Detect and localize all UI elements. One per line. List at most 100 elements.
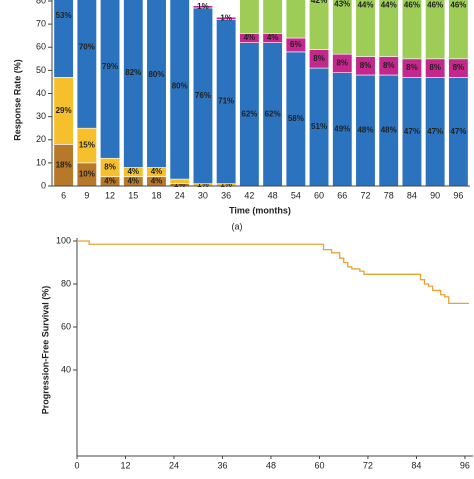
value-label: 1% xyxy=(174,180,186,189)
value-label: 46% xyxy=(427,1,443,10)
bar-segment xyxy=(425,0,446,60)
x-tick-label: 72 xyxy=(363,460,373,470)
value-label: 8% xyxy=(313,54,325,63)
bar-segment xyxy=(192,5,213,9)
bar-segment xyxy=(169,178,190,184)
y-axis-title: Progression-Free Survival (%) xyxy=(40,286,50,415)
x-tick-label: 15 xyxy=(128,190,138,200)
y-tick-label: 0 xyxy=(41,180,46,190)
x-tick-label: 78 xyxy=(384,190,394,200)
value-label: 43% xyxy=(334,0,350,9)
x-tick-label: 54 xyxy=(291,190,301,200)
y-tick-label: 60 xyxy=(36,42,46,52)
x-tick-label: 9 xyxy=(84,190,89,200)
value-label: 70% xyxy=(79,42,95,51)
value-label: 51% xyxy=(311,122,327,131)
y-tick-label: 80 xyxy=(61,278,71,288)
bar-segment xyxy=(309,0,330,50)
value-label: 47% xyxy=(450,127,466,136)
x-tick-label: 96 xyxy=(453,190,463,200)
value-label: 44% xyxy=(381,1,397,10)
survival-line xyxy=(77,240,469,304)
value-label: 80% xyxy=(148,70,164,79)
bar-segment xyxy=(123,0,144,168)
value-label: 71% xyxy=(218,97,234,106)
bar-segment xyxy=(76,0,97,129)
value-label: 8% xyxy=(406,63,418,72)
x-tick-label: 84 xyxy=(407,190,417,200)
bar-segment xyxy=(239,0,260,34)
x-tick-label: 60 xyxy=(314,190,324,200)
value-label: 8% xyxy=(360,61,372,70)
value-label: 4% xyxy=(151,176,163,185)
value-label: 62% xyxy=(265,109,281,118)
y-tick-label: 70 xyxy=(36,19,46,29)
bar-segment xyxy=(332,0,353,55)
x-tick-label: 42 xyxy=(244,190,254,200)
x-tick-label: 6 xyxy=(61,190,66,200)
value-label: 8% xyxy=(336,59,348,68)
y-tick-label: 50 xyxy=(36,65,46,75)
value-label: 42% xyxy=(311,0,327,5)
value-label: 4% xyxy=(244,33,256,42)
value-label: 4% xyxy=(267,33,279,42)
x-tick-label: 66 xyxy=(337,190,347,200)
bar-segment xyxy=(146,0,167,168)
y-tick-label: 40 xyxy=(36,88,46,98)
bar-segment xyxy=(401,0,422,60)
value-label: 1% xyxy=(197,180,209,189)
x-tick-label: 72 xyxy=(360,190,370,200)
bar-segment xyxy=(378,0,399,57)
value-label: 53% xyxy=(56,11,72,20)
value-label: 4% xyxy=(127,176,139,185)
value-label: 6% xyxy=(290,40,302,49)
value-label: 47% xyxy=(427,127,443,136)
bar-segment xyxy=(169,0,190,180)
value-label: 44% xyxy=(357,1,373,10)
value-label: 29% xyxy=(56,106,72,115)
y-tick-label: 10 xyxy=(36,157,46,167)
bar-segment xyxy=(100,0,121,159)
value-label: 8% xyxy=(429,63,441,72)
y-tick-label: 40 xyxy=(61,364,71,374)
x-tick-label: 36 xyxy=(217,460,227,470)
value-label: 80% xyxy=(172,82,188,91)
x-tick-label: 36 xyxy=(221,190,231,200)
y-tick-label: 100 xyxy=(56,235,71,245)
value-label: 58% xyxy=(288,114,304,123)
value-label: 48% xyxy=(381,126,397,135)
x-tick-label: 84 xyxy=(411,460,421,470)
x-tick-label: 12 xyxy=(105,190,115,200)
bar-segment xyxy=(448,0,469,60)
value-label: 18% xyxy=(56,160,72,169)
x-tick-label: 24 xyxy=(175,190,185,200)
value-label: 1% xyxy=(197,2,209,11)
bar-segment xyxy=(53,0,74,78)
value-label: 4% xyxy=(127,167,139,176)
value-label: 62% xyxy=(241,109,257,118)
x-tick-label: 24 xyxy=(169,460,179,470)
x-tick-label: 90 xyxy=(430,190,440,200)
caption: (a) xyxy=(232,221,243,231)
x-tick-label: 18 xyxy=(151,190,161,200)
value-label: 1% xyxy=(220,180,232,189)
value-label: 76% xyxy=(195,91,211,100)
value-label: 8% xyxy=(383,61,395,70)
value-label: 10% xyxy=(79,170,95,179)
y-tick-label: 80 xyxy=(36,0,46,5)
y-axis-title: Response Rate (%) xyxy=(12,59,22,141)
value-label: 15% xyxy=(79,141,95,150)
x-tick-label: 12 xyxy=(120,460,130,470)
y-tick-label: 60 xyxy=(61,321,71,331)
value-label: 4% xyxy=(104,176,116,185)
x-axis-title: Time (months) xyxy=(229,205,291,215)
value-label: 82% xyxy=(125,68,141,77)
x-tick-label: 48 xyxy=(266,460,276,470)
value-label: 4% xyxy=(151,167,163,176)
bar-segment xyxy=(216,16,237,20)
x-tick-label: 30 xyxy=(198,190,208,200)
y-tick-label: 30 xyxy=(36,111,46,121)
value-label: 49% xyxy=(334,124,350,133)
